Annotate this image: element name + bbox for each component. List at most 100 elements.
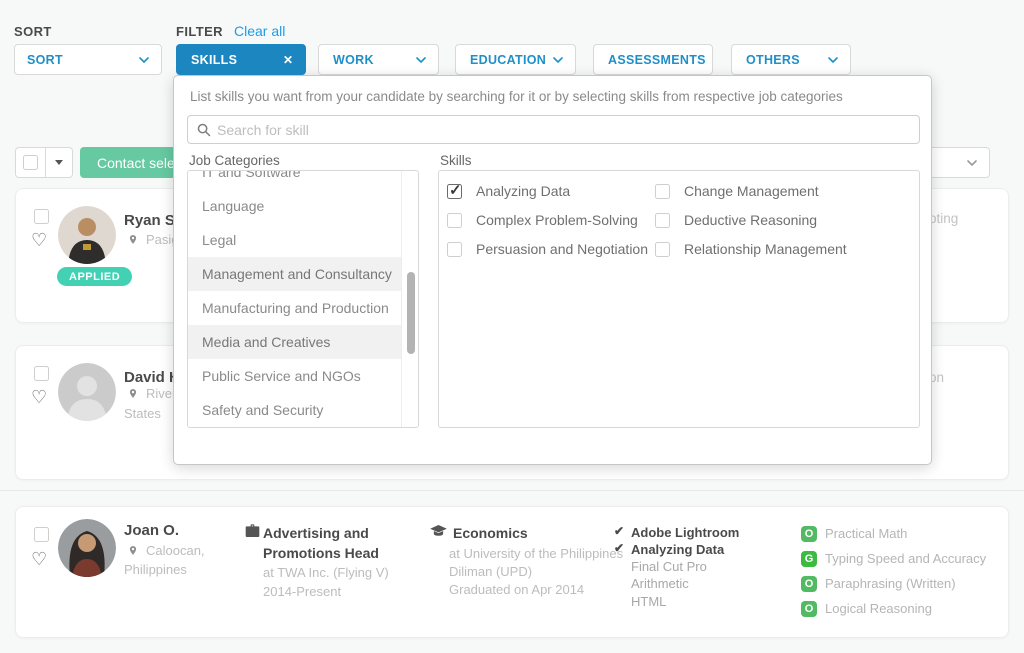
panel-instruction: List skills you want from your candidate… — [190, 89, 843, 104]
skill-checkbox[interactable] — [447, 181, 462, 199]
filter-button-assessments-label: ASSESSMENTS — [608, 52, 706, 67]
avatar — [58, 519, 116, 577]
candidate-name: David H — [124, 369, 180, 386]
candidate-checkbox[interactable] — [34, 366, 49, 381]
filter-button-others-label: OTHERS — [746, 52, 800, 67]
skills-filter-panel: List skills you want from your candidate… — [173, 75, 932, 465]
job-categories-label: Job Categories — [189, 153, 280, 168]
search-icon — [197, 123, 211, 136]
candidate-checkbox[interactable] — [34, 209, 49, 224]
work-period: 2014-Present — [263, 584, 342, 599]
job-category-item[interactable]: Public Service and NGOs — [202, 368, 361, 384]
assessment-badge-row: G Typing Speed and Accuracy — [801, 546, 986, 571]
caret-down-icon — [55, 160, 63, 165]
candidate-skill: ✔HTML — [631, 593, 667, 609]
skill-checkbox[interactable] — [655, 184, 670, 199]
assessment-badge-row: O Paraphrasing (Written) — [801, 571, 986, 596]
skill-option[interactable]: Analyzing Data — [447, 181, 570, 199]
job-category-item[interactable]: IT and Software — [202, 170, 301, 180]
scrollbar-track — [401, 171, 402, 427]
candidate-skill: ✔ Adobe Lightroom — [614, 524, 740, 540]
filter-button-education[interactable]: EDUCATION — [455, 44, 576, 75]
filter-button-skills[interactable]: SKILLS ✕ — [176, 44, 306, 75]
skills-box: Analyzing Data Complex Problem-Solving P… — [438, 170, 920, 428]
favorite-heart-icon[interactable]: ♡ — [31, 230, 48, 250]
job-category-item[interactable]: Manufacturing and Production — [202, 300, 389, 316]
job-category-item[interactable]: Language — [202, 198, 265, 214]
skill-checkbox[interactable] — [655, 242, 670, 257]
applied-badge: APPLIED — [57, 267, 133, 286]
skill-search-input[interactable] — [211, 121, 919, 138]
job-category-item[interactable]: Media and Creatives — [188, 325, 401, 359]
assessment-grade-icon: O — [801, 575, 817, 592]
filter-button-others[interactable]: OTHERS — [731, 44, 851, 75]
education-school: at University of the Philippines Diliman… — [449, 546, 624, 580]
job-category-item[interactable]: Safety and Security — [202, 402, 324, 418]
assessment-grade-icon: O — [801, 600, 817, 617]
skills-label: Skills — [440, 153, 472, 168]
check-icon: ✔ — [614, 541, 625, 556]
skill-checkbox[interactable] — [655, 213, 670, 228]
sort-dropdown-value: SORT — [27, 52, 63, 67]
check-icon: ✔ — [614, 524, 625, 538]
skill-option[interactable]: Complex Problem-Solving — [447, 212, 638, 228]
candidate-skill: ✔ Analyzing Data — [614, 541, 725, 558]
skill-checkbox[interactable] — [447, 213, 462, 228]
candidate-location-line1: Rivert — [146, 386, 180, 401]
education-graduated: Graduated on Apr 2014 — [449, 582, 585, 597]
filter-section-label: FILTER — [176, 24, 223, 39]
briefcase-icon — [245, 524, 260, 537]
skill-option[interactable]: Relationship Management — [655, 241, 847, 257]
close-icon[interactable]: ✕ — [282, 52, 293, 67]
job-categories-list: IT and Software Language Legal Managemen… — [188, 170, 401, 427]
job-category-item[interactable]: Management and Consultancy — [188, 257, 401, 291]
chevron-down-icon — [967, 159, 977, 166]
candidate-skill: ✔Arithmetic — [631, 576, 689, 592]
select-all-checkbox-wrap[interactable] — [16, 148, 46, 177]
avatar — [58, 206, 116, 264]
select-all-split-button[interactable] — [15, 147, 73, 178]
skill-checkbox[interactable] — [447, 242, 462, 257]
candidate-checkbox[interactable] — [34, 527, 49, 542]
filter-button-education-label: EDUCATION — [470, 52, 547, 67]
job-category-item[interactable]: Legal — [202, 232, 237, 248]
candidate-card-joan: ♡ Joan O. Caloocan, Philippines Advertis… — [15, 506, 1009, 638]
skill-option[interactable]: Change Management — [655, 183, 819, 199]
sort-section-label: SORT — [14, 24, 52, 39]
work-title: Advertising and Promotions Head — [263, 525, 379, 562]
location-pin-icon — [129, 389, 137, 398]
candidate-name: Joan O. — [124, 522, 180, 539]
candidate-location-line2: States — [124, 406, 161, 421]
chevron-down-icon — [416, 56, 426, 63]
avatar-placeholder — [58, 363, 116, 421]
filter-button-work-label: WORK — [333, 52, 374, 67]
select-all-menu-toggle[interactable] — [46, 148, 72, 177]
scrollbar-thumb[interactable] — [407, 272, 415, 354]
sort-dropdown[interactable]: SORT — [14, 44, 162, 75]
favorite-heart-icon[interactable]: ♡ — [31, 549, 48, 569]
favorite-heart-icon[interactable]: ♡ — [31, 387, 48, 407]
skill-search-box[interactable] — [187, 115, 920, 144]
graduation-cap-icon — [430, 525, 447, 536]
work-company: at TWA Inc. (Flying V) — [263, 565, 389, 580]
chevron-down-icon — [553, 56, 563, 63]
clipped-skill-text: on — [929, 370, 945, 385]
filter-button-assessments[interactable]: ASSESSMENTS — [593, 44, 713, 75]
skill-option[interactable]: Deductive Reasoning — [655, 212, 817, 228]
filter-button-work[interactable]: WORK — [318, 44, 439, 75]
select-all-checkbox[interactable] — [23, 155, 38, 170]
skill-option[interactable]: Persuasion and Negotiation — [447, 241, 648, 257]
assessment-badge-row: O Practical Math — [801, 521, 986, 546]
clear-all-link[interactable]: Clear all — [234, 23, 286, 39]
section-divider — [0, 490, 1024, 491]
candidate-location-line1: Caloocan, — [146, 543, 205, 558]
clipped-skill-text: oting — [929, 211, 959, 226]
location-pin-icon — [129, 546, 137, 555]
assessment-badge-row: O Logical Reasoning — [801, 596, 986, 621]
chevron-down-icon — [139, 56, 149, 63]
location-pin-icon — [129, 235, 137, 244]
chevron-down-icon — [828, 56, 838, 63]
assessment-grade-icon: G — [801, 550, 817, 567]
candidate-skills-list: ✔Adobe Lightroom ✔Analyzing Data ✔Final … — [614, 524, 739, 610]
candidate-skill: ✔Final Cut Pro — [631, 559, 707, 575]
